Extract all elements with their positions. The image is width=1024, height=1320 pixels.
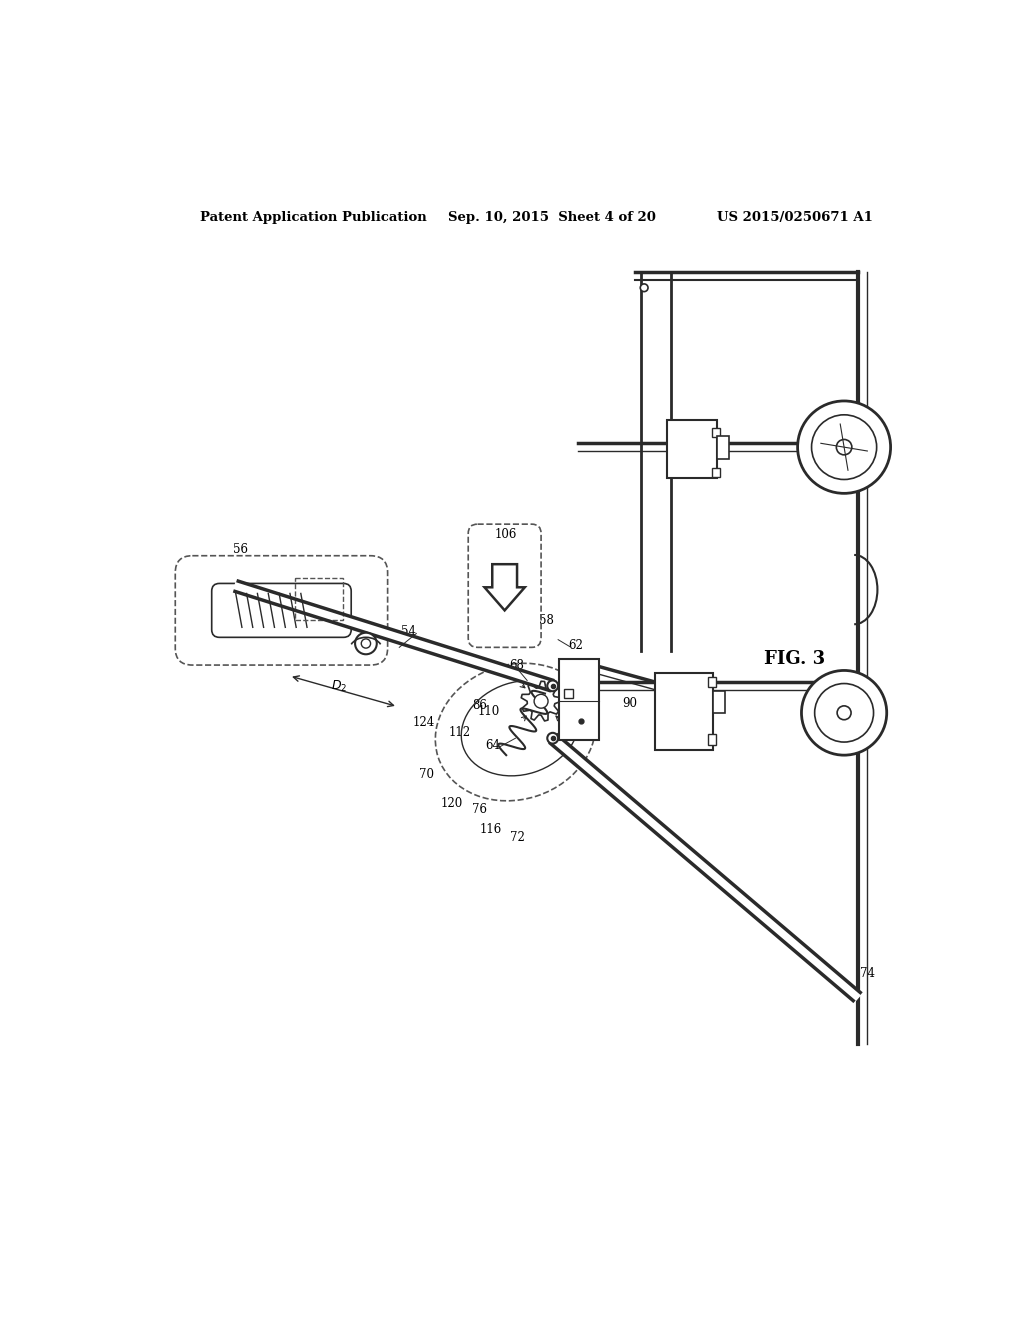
Polygon shape [233,581,554,690]
Polygon shape [521,681,561,721]
Circle shape [837,440,852,455]
Text: US 2015/0250671 A1: US 2015/0250671 A1 [717,211,872,224]
Circle shape [547,681,558,692]
Text: 112: 112 [449,726,471,739]
Text: 86: 86 [472,698,487,711]
Circle shape [812,414,877,479]
Circle shape [361,639,371,648]
Text: 120: 120 [440,797,463,810]
Bar [563,689,572,698]
Text: $D_2$: $D_2$ [332,678,348,694]
Bar [709,677,716,688]
Text: $I_{CE}$: $I_{CE}$ [578,706,594,722]
Bar [713,469,720,478]
Circle shape [798,401,891,494]
Bar [295,578,343,620]
Text: 70: 70 [419,768,434,781]
Text: 72: 72 [510,832,524,843]
Text: Patent Application Publication: Patent Application Publication [200,211,427,224]
Polygon shape [549,734,861,1002]
Text: 76: 76 [472,803,486,816]
Circle shape [535,694,548,708]
Circle shape [355,632,377,655]
Text: 90: 90 [623,697,638,710]
Circle shape [640,284,648,292]
Bar [717,436,729,459]
Bar [713,428,720,437]
Circle shape [838,706,851,719]
Text: 58: 58 [539,614,554,627]
Text: 56: 56 [232,543,248,556]
Text: 62: 62 [568,639,584,652]
Bar [655,673,713,750]
Bar [559,659,599,739]
Bar [709,734,716,744]
Text: Sep. 10, 2015  Sheet 4 of 20: Sep. 10, 2015 Sheet 4 of 20 [449,211,656,224]
Text: 110: 110 [477,705,500,718]
FancyBboxPatch shape [212,583,351,638]
Text: 74: 74 [859,966,874,979]
Circle shape [815,684,873,742]
Text: 68: 68 [509,659,523,672]
Bar [667,420,717,478]
Polygon shape [484,564,524,610]
Text: FIG. 3: FIG. 3 [764,649,824,668]
Text: 106: 106 [495,528,517,541]
Text: 116: 116 [479,824,502,837]
Text: 124: 124 [413,715,435,729]
Bar [713,692,725,713]
Text: 64: 64 [484,739,500,751]
Circle shape [547,733,558,743]
Circle shape [802,671,887,755]
Text: 54: 54 [401,626,416,639]
